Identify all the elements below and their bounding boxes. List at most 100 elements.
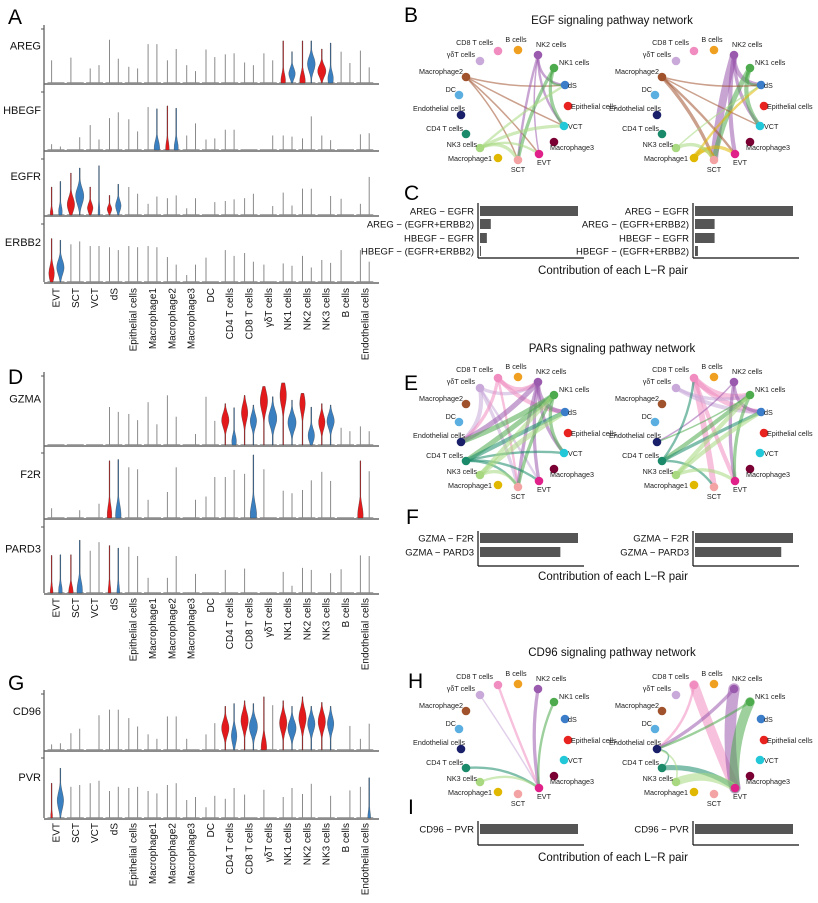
bar-panel-i: CD96 − PVR CD96 − PVR Contribution of each… [419,821,799,864]
bar-chart-right: AREG − EGFR AREG − (EGFR+ERBB2) HBEGF − EG… [576,203,799,259]
panel-letter-g: G [8,672,24,695]
node-label: Epithelial cells [767,102,813,111]
edge [478,141,541,156]
node-label: γδT cells [643,377,672,386]
node-label: VCT [568,122,583,131]
edge [672,772,739,792]
node-label: NK3 cells [643,774,674,783]
panel-letter-c: C [404,182,419,205]
node-label: Macrophage3 [550,143,594,152]
node [689,480,699,490]
violin [317,702,326,751]
x-tick-label: DC [206,823,217,837]
node-label: Macrophage2 [419,701,463,710]
edge [464,450,566,463]
node-label: B cells [701,669,723,678]
node [454,724,464,734]
bar [480,533,578,543]
node [456,744,466,754]
node-label: Epithelial cells [571,736,617,745]
network-title: CD96 signaling pathway network [528,647,696,659]
bar-label: AREG − EGFR [410,207,474,218]
network-left: EVT SCT VCT dS Epithelial cells Macrophage1 Ma… [413,669,617,808]
node-label: Macrophage2 [615,701,659,710]
edge [673,392,753,478]
edge [655,687,736,751]
network-title: EGF signaling pathway network [531,15,693,27]
node-label: dS [764,715,773,724]
node-label: EVT [537,792,552,801]
x-tick-label: Macrophage2 [167,823,178,885]
violin [56,240,65,283]
network-left: EVT SCT VCT dS Epithelial cells Macrophage1 Ma… [413,362,617,501]
gene-row-pvr: PVR [18,757,379,820]
violin [75,167,84,216]
network-panel-b: EGF signaling pathway network EVT SCT VCT dS… [413,15,813,174]
node-label: γδT cells [643,50,672,59]
node-label: Macrophage2 [615,394,659,403]
edge [496,683,541,790]
violin [221,706,230,751]
node [461,706,471,716]
x-tick-label: EVT [52,598,63,617]
x-axis-label: Contribution of each L−R pair [538,571,688,583]
node-label: CD4 T cells [426,124,463,133]
node-label: DC [446,412,456,421]
node [513,482,523,492]
bar-label: GZMA − PARD3 [620,548,689,559]
panel-letter-a: A [8,6,22,29]
edge [691,375,738,484]
node [549,697,559,707]
edge [661,76,762,88]
violin [107,195,112,216]
node-label: NK1 cells [559,692,590,701]
node [657,399,667,409]
bar [480,219,491,229]
violin [299,40,306,84]
edge [660,376,696,463]
violin [327,706,334,751]
x-tick-label: DC [206,288,217,302]
node [475,690,485,700]
node [513,45,523,55]
node [745,697,755,707]
node-label: Epithelial cells [767,736,813,745]
edge [732,393,752,483]
node-label: NK3 cells [643,467,674,476]
violin [115,459,122,519]
gene-row-erbb2: ERBB2 [5,223,379,284]
bar-label: AREG − EGFR [625,207,689,218]
x-tick-label: VCT [90,598,101,618]
bar [695,206,793,216]
edge [516,393,556,489]
node-label: NK1 cells [755,58,786,67]
node [549,771,559,781]
node [461,399,471,409]
edge [660,459,716,489]
node [709,45,719,55]
node-label: DC [446,85,456,94]
node-label: Endothelial cells [413,431,465,440]
gene-row-f2r: F2R [20,452,379,520]
node-label: Macrophage2 [419,67,463,76]
x-tick-label: Macrophage1 [148,288,159,350]
node-label: γδT cells [447,377,476,386]
node-label: NK2 cells [732,674,763,683]
bar-chart-right: GZMA − F2R GZMA − PARD3 [620,531,799,567]
x-tick-label: Macrophage1 [148,598,159,660]
bar [695,233,715,243]
node-label: SCT [511,799,526,808]
network-left: EVT SCT VCT dS Epithelial cells Macrophage1 Ma… [413,35,617,174]
gene-row-areg: AREG [10,28,379,85]
violin [165,105,170,151]
node-label: Endothelial cells [413,104,465,113]
violin [357,460,364,519]
violin [173,108,179,151]
x-tick-label: Endothelial cells [360,823,371,895]
bar [480,206,578,216]
x-tick-label: NK1 cells [283,288,294,330]
node [755,755,765,765]
edge [692,83,763,160]
x-tick-label: CD8 T cells [245,823,256,874]
